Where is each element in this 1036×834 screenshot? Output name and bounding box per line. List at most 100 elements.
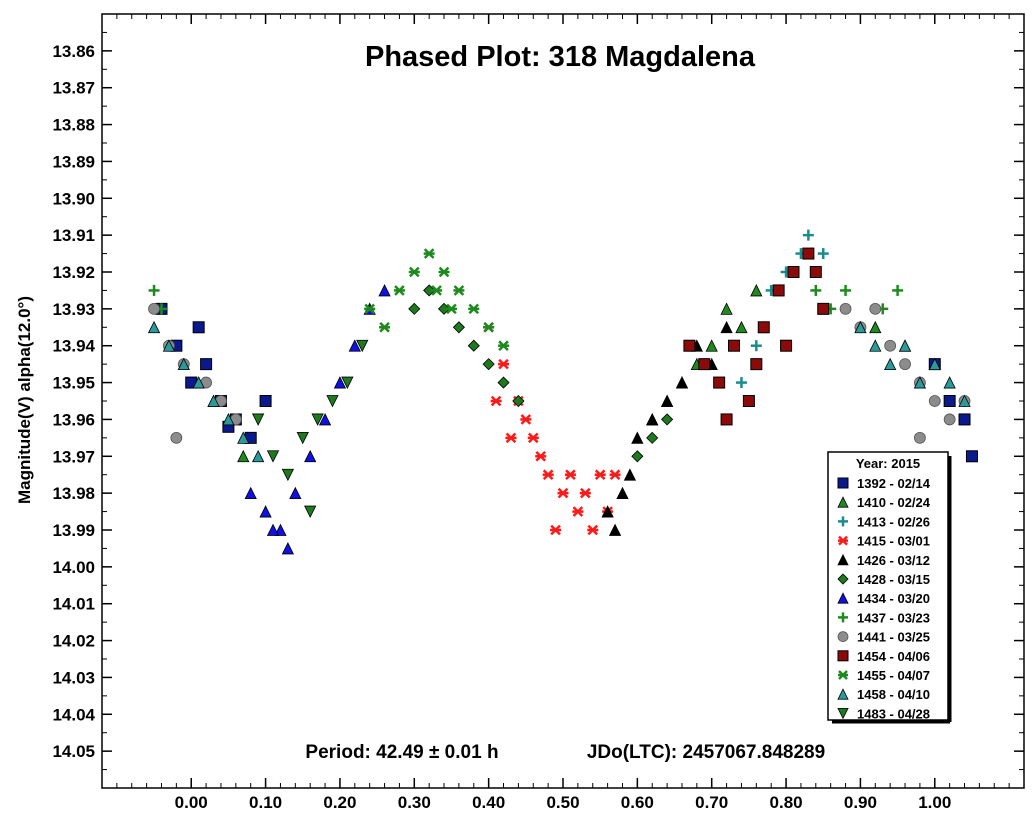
data-point bbox=[735, 377, 747, 389]
epoch-text: JDo(LTC): 2457067.848289 bbox=[587, 742, 825, 763]
data-point bbox=[505, 432, 517, 444]
data-point bbox=[378, 284, 391, 297]
marker-shape bbox=[735, 320, 748, 334]
data-point bbox=[452, 321, 465, 334]
marker-shape bbox=[468, 303, 480, 315]
data-point bbox=[913, 376, 927, 389]
marker-shape bbox=[720, 320, 733, 334]
data-point bbox=[802, 229, 814, 241]
data-point bbox=[914, 431, 926, 444]
data-point bbox=[393, 285, 405, 296]
data-point bbox=[318, 413, 332, 426]
data-point bbox=[735, 320, 748, 334]
marker-shape bbox=[192, 376, 205, 389]
data-point bbox=[750, 284, 763, 297]
x-tick-label: 1.00 bbox=[918, 793, 951, 812]
x-tick-label: 0.30 bbox=[398, 793, 431, 812]
legend-label: 1392 - 02/14 bbox=[857, 476, 931, 491]
x-tick-label: 0.40 bbox=[472, 793, 505, 812]
marker-shape bbox=[409, 266, 420, 278]
data-point bbox=[609, 469, 621, 480]
data-point bbox=[965, 450, 978, 463]
marker-shape bbox=[958, 413, 971, 426]
series-1483 bbox=[251, 339, 369, 518]
marker-shape bbox=[608, 523, 622, 536]
data-point bbox=[646, 413, 659, 426]
marker-shape bbox=[837, 592, 849, 604]
marker-shape bbox=[660, 394, 674, 407]
legend-item: 1454 - 04/06 bbox=[837, 649, 930, 664]
marker-shape bbox=[809, 266, 822, 278]
marker-shape bbox=[296, 431, 309, 445]
marker-shape bbox=[251, 449, 265, 463]
marker-shape bbox=[787, 266, 800, 278]
data-point bbox=[266, 523, 280, 536]
marker-shape bbox=[837, 650, 849, 662]
data-point bbox=[660, 394, 674, 407]
data-point bbox=[200, 358, 213, 371]
legend-label: 1428 - 03/15 bbox=[857, 572, 930, 587]
legend-item: 1392 - 02/14 bbox=[837, 476, 931, 491]
data-point bbox=[497, 376, 510, 389]
legend-label: 1458 - 04/10 bbox=[857, 687, 930, 702]
marker-shape bbox=[318, 413, 332, 426]
data-point bbox=[720, 320, 733, 334]
legend-item: 1415 - 03/01 bbox=[838, 534, 930, 549]
data-point bbox=[884, 339, 897, 352]
data-point bbox=[147, 320, 161, 334]
data-point bbox=[705, 339, 718, 352]
data-point bbox=[928, 357, 941, 371]
data-point bbox=[869, 339, 882, 352]
data-point bbox=[623, 468, 637, 481]
data-point bbox=[572, 506, 584, 517]
marker-shape bbox=[237, 449, 250, 463]
marker-shape bbox=[192, 321, 205, 334]
legend-marker bbox=[837, 650, 849, 662]
axis-ticks: 0.00 0.10 0.20 0.30 0.40 0.50 0.60 0.70 0.80 0.90… bbox=[52, 14, 1024, 812]
marker-shape bbox=[251, 413, 265, 426]
marker-shape bbox=[237, 431, 250, 444]
marker-shape bbox=[837, 496, 849, 508]
data-point bbox=[341, 376, 354, 389]
data-point bbox=[817, 248, 829, 260]
data-point bbox=[356, 339, 369, 353]
data-point bbox=[311, 413, 324, 426]
marker-shape bbox=[348, 339, 361, 352]
marker-shape bbox=[148, 302, 160, 315]
data-point bbox=[750, 340, 762, 352]
marker-shape bbox=[728, 339, 741, 352]
marker-shape bbox=[356, 339, 369, 353]
data-point bbox=[438, 266, 450, 278]
legend-item: 1410 - 02/24 bbox=[837, 495, 931, 510]
data-point bbox=[646, 431, 659, 444]
marker-shape bbox=[616, 486, 629, 500]
marker-shape bbox=[177, 357, 190, 371]
marker-shape bbox=[550, 524, 561, 536]
data-point bbox=[587, 524, 599, 536]
marker-shape bbox=[705, 339, 718, 352]
data-point bbox=[170, 431, 183, 444]
marker-shape bbox=[467, 339, 480, 352]
data-point bbox=[898, 339, 912, 352]
data-point bbox=[281, 468, 295, 482]
y-tick-label: 13.88 bbox=[52, 116, 95, 135]
data-point bbox=[408, 302, 421, 315]
data-point bbox=[468, 303, 480, 315]
data-point bbox=[520, 414, 532, 425]
marker-shape bbox=[423, 248, 435, 259]
data-point bbox=[564, 469, 576, 480]
marker-shape bbox=[631, 450, 644, 463]
data-point bbox=[869, 302, 882, 315]
marker-shape bbox=[854, 320, 867, 334]
marker-shape bbox=[304, 449, 317, 463]
marker-shape bbox=[675, 376, 689, 389]
y-tick-label: 13.91 bbox=[52, 226, 95, 245]
marker-shape bbox=[837, 553, 849, 566]
legend-item: 1428 - 03/15 bbox=[837, 572, 930, 587]
x-tick-label: 0.10 bbox=[249, 793, 282, 812]
legend-items: 1392 - 02/14 1410 - 02/24 1413 - 02/26 1415… bbox=[837, 476, 931, 721]
marker-shape bbox=[437, 302, 451, 315]
marker-shape bbox=[884, 357, 897, 371]
marker-shape bbox=[837, 573, 849, 585]
marker-shape bbox=[720, 302, 733, 315]
